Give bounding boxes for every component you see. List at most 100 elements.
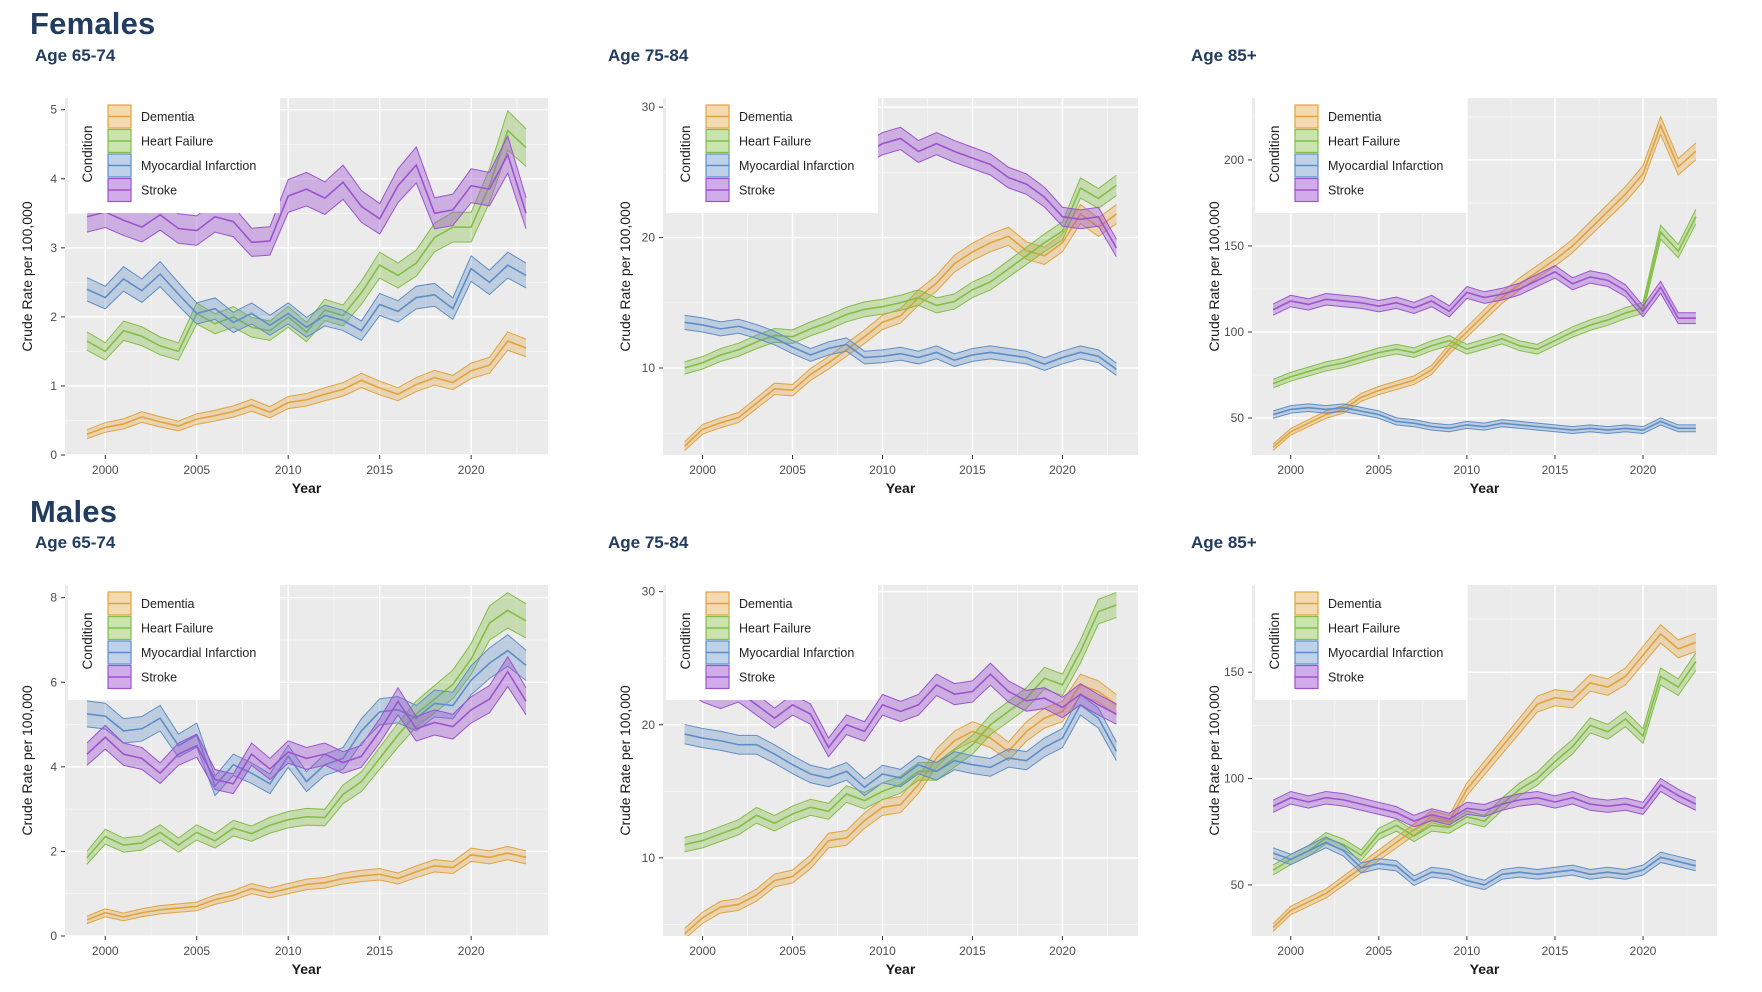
y-tick-label: 100 (1224, 772, 1244, 786)
x-tick-label: 2005 (779, 463, 806, 477)
legend-key-myocardial-infarction (1294, 153, 1319, 178)
chart-males-65-74: Dementia Heart Failure Myocardial Infarcti… (19, 578, 548, 977)
chart-subtitle-females-65-74: Age 65-74 (35, 46, 116, 65)
legend-key-dementia (705, 591, 730, 616)
legend-key-myocardial-infarction (705, 153, 730, 178)
series-layer (86, 592, 527, 925)
series-myocardial-infarction (86, 251, 527, 342)
legend-label-dementia: Dementia (1328, 597, 1382, 611)
series-heart-failure (1272, 209, 1697, 389)
x-axis: 2000 2005 2010 2015 2020 (1277, 936, 1657, 958)
x-tick-label: 2010 (275, 463, 302, 477)
legend-label-stroke: Stroke (739, 184, 775, 198)
y-axis-title: Crude Rate per 100,000 (19, 685, 35, 835)
legend-key-heart-failure (107, 128, 132, 154)
y-tick-label: 4 (50, 760, 57, 774)
legend-key-stroke (705, 177, 730, 203)
x-tick-label: 2020 (458, 944, 485, 958)
legend-label-dementia: Dementia (739, 110, 793, 124)
chart-subtitle-males-85plus: Age 85+ (1191, 533, 1257, 552)
y-axis: 0 2 4 6 8 (50, 591, 65, 943)
series-layer (1272, 624, 1697, 932)
y-axis: 0 1 2 3 4 5 (50, 103, 65, 462)
legend-label-myocardial-infarction: Myocardial Infarction (1328, 159, 1443, 173)
y-tick-label: 5 (50, 103, 57, 117)
legend-label-dementia: Dementia (141, 597, 195, 611)
x-tick-label: 2010 (1454, 463, 1481, 477)
x-tick-label: 2015 (366, 944, 393, 958)
x-axis: 2000 2005 2010 2015 2020 (689, 455, 1076, 477)
legend-key-dementia (1294, 591, 1319, 616)
y-axis-title: Crude Rate per 100,000 (1206, 685, 1222, 835)
y-tick-label: 0 (50, 448, 57, 462)
series-layer (1272, 115, 1697, 451)
legend-label-heart-failure: Heart Failure (1328, 135, 1400, 149)
legend-title: Condition (1267, 125, 1282, 182)
legend-title: Condition (678, 125, 693, 182)
legend-key-heart-failure (705, 128, 730, 154)
y-axis: 10 20 30 (642, 585, 663, 865)
x-axis-title: Year (1470, 480, 1500, 496)
series-dementia (86, 331, 527, 440)
series-myocardial-infarction (1272, 836, 1697, 891)
x-tick-label: 2020 (458, 463, 485, 477)
legend: Dementia Heart Failure Myocardial Infarcti… (68, 91, 280, 213)
legend-key-dementia (107, 591, 132, 616)
series-dementia (684, 203, 1117, 452)
y-axis-title: Crude Rate per 100,000 (617, 685, 633, 835)
y-tick-label: 200 (1224, 153, 1244, 167)
legend-key-myocardial-infarction (107, 153, 132, 178)
legend-label-myocardial-infarction: Myocardial Infarction (1328, 646, 1443, 660)
legend-title: Condition (80, 612, 95, 669)
x-tick-label: 2020 (1049, 463, 1076, 477)
x-tick-label: 2020 (1630, 463, 1657, 477)
x-axis: 2000 2005 2010 2015 2020 (689, 936, 1076, 958)
legend-key-dementia (705, 104, 730, 129)
x-tick-label: 2000 (689, 944, 716, 958)
x-tick-label: 2015 (959, 944, 986, 958)
y-tick-label: 150 (1224, 665, 1244, 679)
series-stroke (1272, 264, 1696, 325)
legend: Dementia Heart Failure Myocardial Infarcti… (1255, 91, 1467, 213)
y-tick-label: 100 (1224, 325, 1244, 339)
x-tick-label: 2015 (959, 463, 986, 477)
legend-label-myocardial-infarction: Myocardial Infarction (739, 646, 854, 660)
x-axis-title: Year (292, 480, 322, 496)
y-tick-label: 50 (1231, 411, 1245, 425)
legend-label-myocardial-infarction: Myocardial Infarction (141, 159, 256, 173)
series-layer (86, 109, 527, 440)
x-tick-label: 2010 (1454, 944, 1481, 958)
x-tick-label: 2015 (1542, 944, 1569, 958)
y-axis: 50 100 150 200 (1224, 153, 1252, 425)
y-tick-label: 150 (1224, 239, 1244, 253)
y-tick-label: 10 (642, 361, 656, 375)
legend-label-dementia: Dementia (1328, 110, 1382, 124)
x-tick-label: 2000 (689, 463, 716, 477)
legend-label-myocardial-infarction: Myocardial Infarction (141, 646, 256, 660)
x-tick-label: 2010 (275, 944, 302, 958)
y-tick-label: 1 (50, 379, 57, 393)
y-tick-label: 6 (50, 675, 57, 689)
legend-label-heart-failure: Heart Failure (739, 135, 811, 149)
y-axis-title: Crude Rate per 100,000 (617, 201, 633, 351)
legend-key-heart-failure (705, 615, 730, 641)
legend-label-dementia: Dementia (141, 110, 195, 124)
series-myocardial-infarction (1272, 403, 1696, 434)
legend-key-stroke (1294, 177, 1319, 203)
legend-key-dementia (107, 104, 132, 129)
x-tick-label: 2010 (869, 944, 896, 958)
legend: Dementia Heart Failure Myocardial Infarcti… (68, 578, 280, 700)
y-axis-title: Crude Rate per 100,000 (19, 201, 35, 351)
y-tick-label: 2 (50, 310, 57, 324)
series-dementia (86, 845, 527, 925)
y-axis-title: Crude Rate per 100,000 (1206, 201, 1222, 351)
x-tick-label: 2010 (869, 463, 896, 477)
legend-key-heart-failure (1294, 615, 1319, 641)
x-axis-title: Year (886, 480, 916, 496)
chart-males-75-84: Dementia Heart Failure Myocardial Infarcti… (617, 578, 1138, 977)
series-myocardial-infarction (86, 634, 527, 797)
section-title-females: Females (30, 6, 156, 41)
legend-label-stroke: Stroke (141, 671, 177, 685)
legend-label-stroke: Stroke (141, 184, 177, 198)
